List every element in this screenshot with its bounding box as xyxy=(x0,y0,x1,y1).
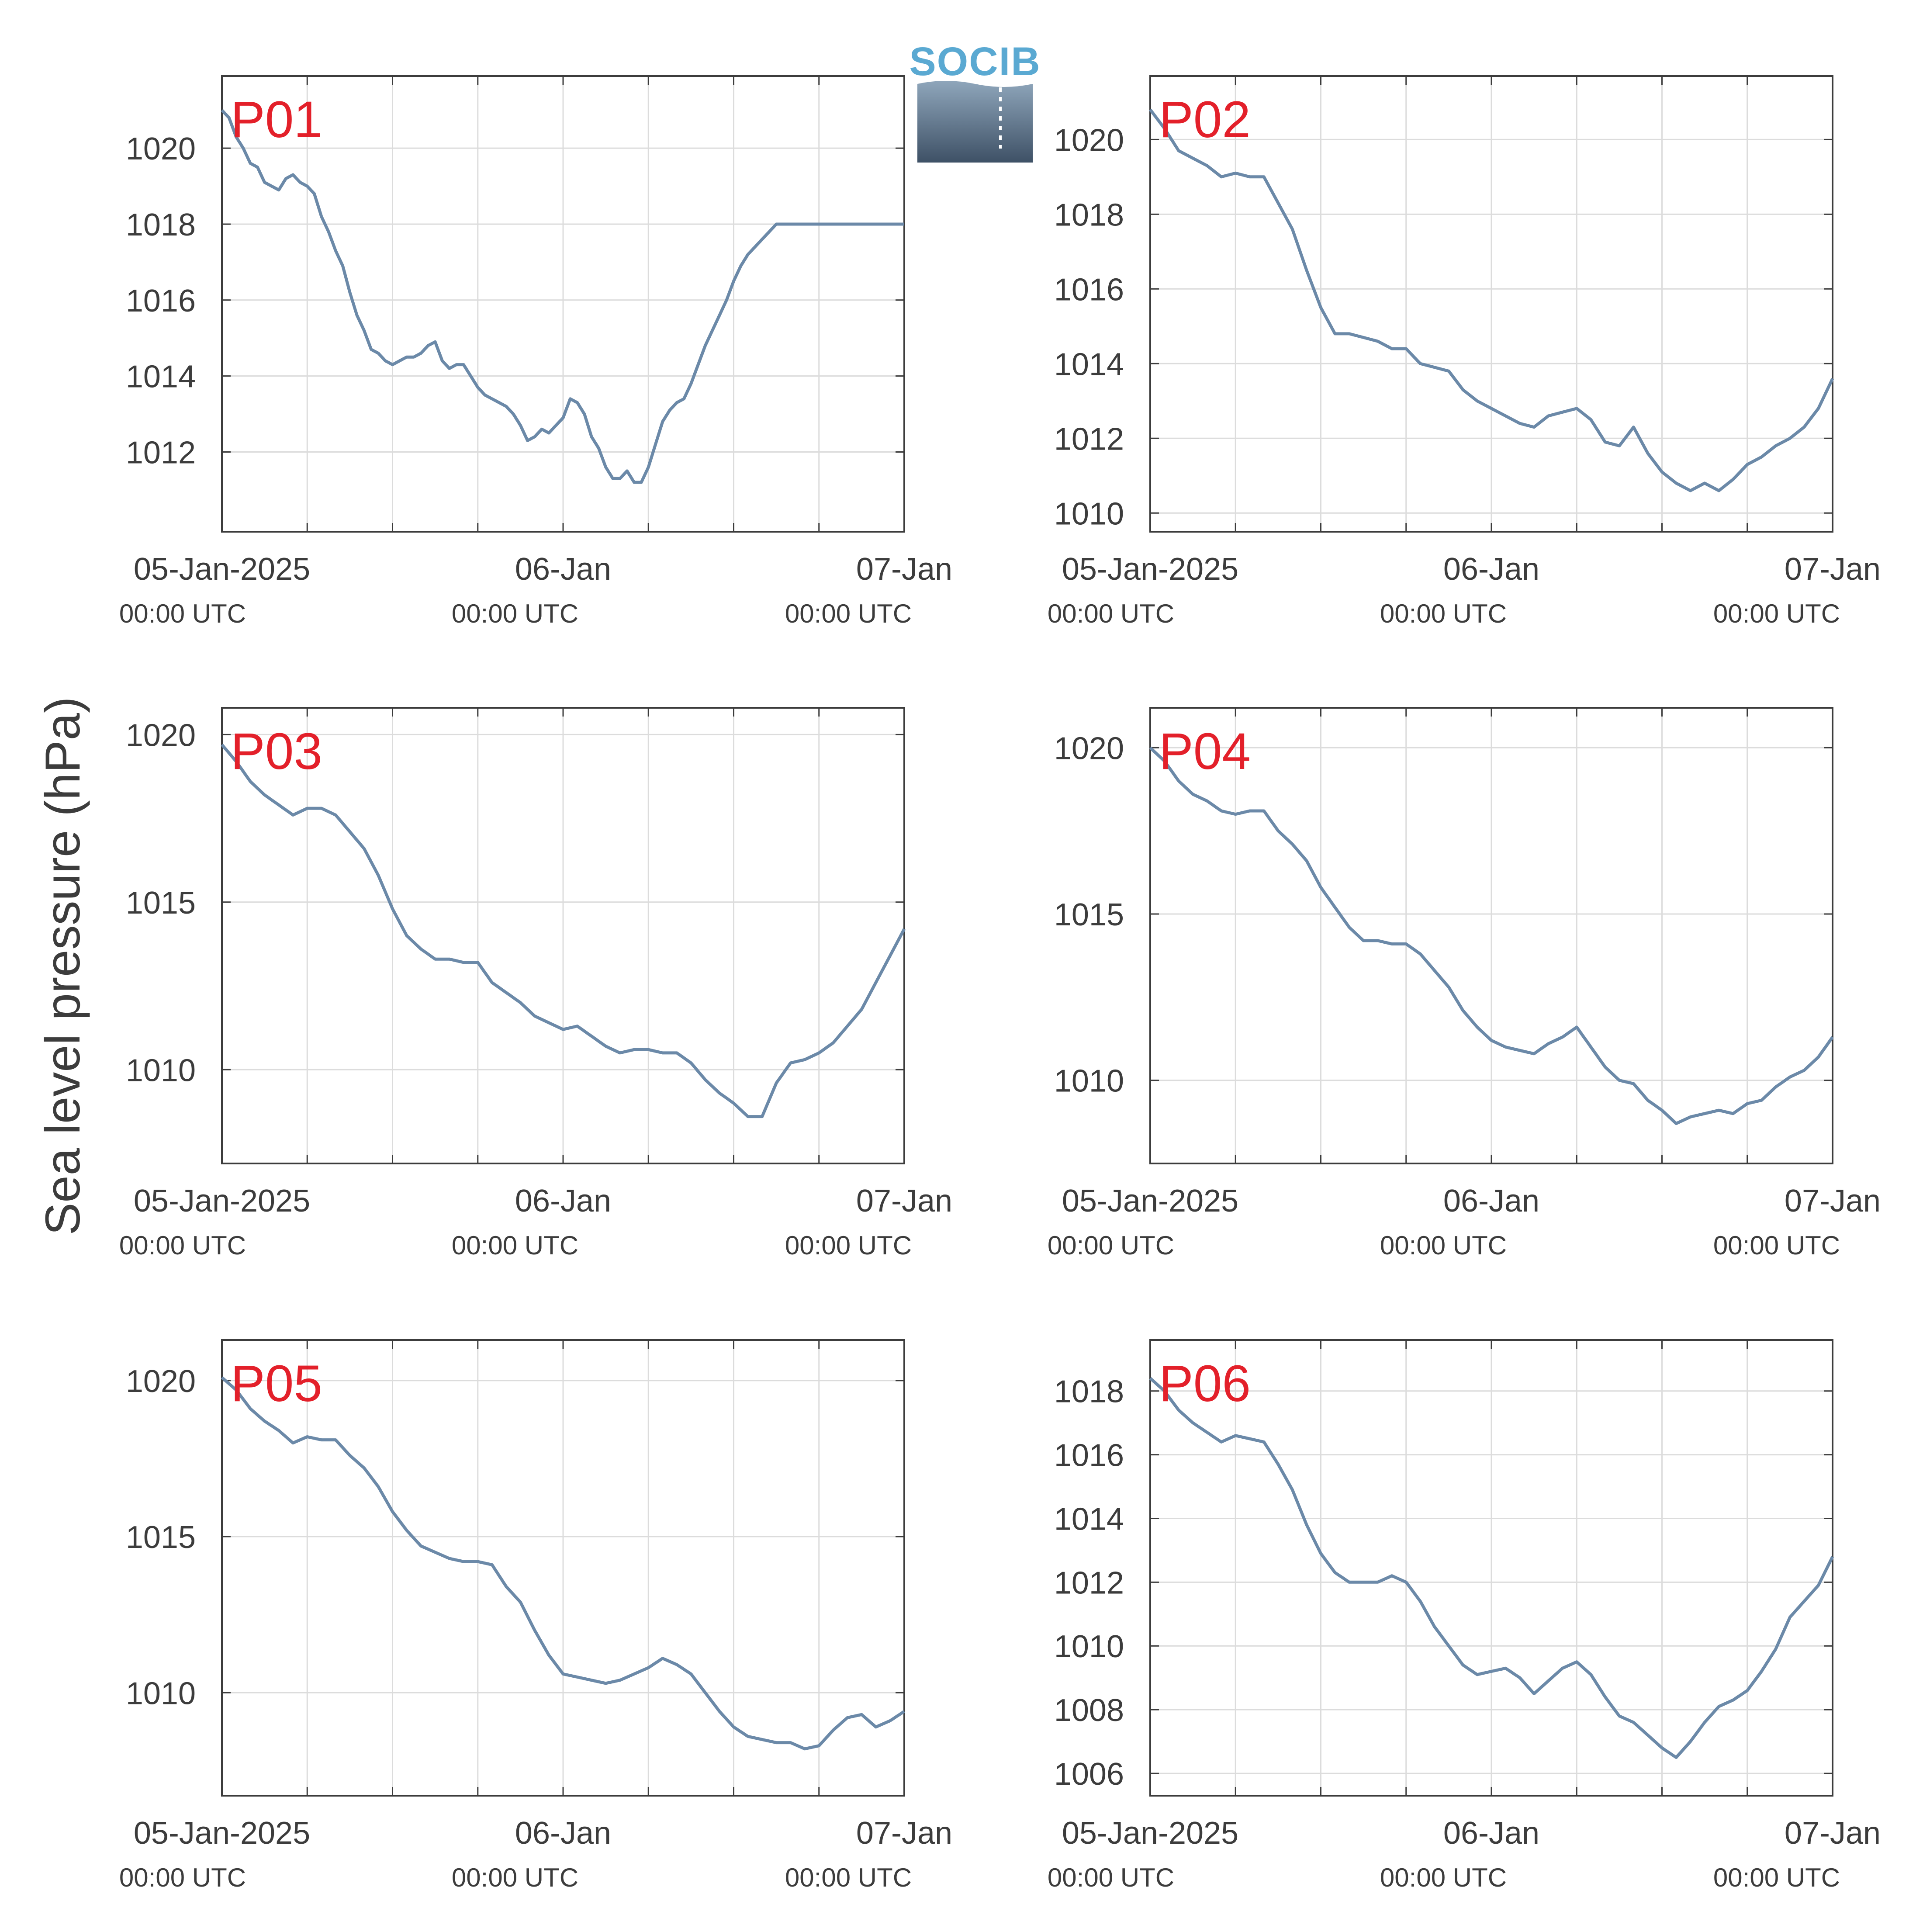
y-tick-label: 1015 xyxy=(126,886,196,921)
x-tick-sublabel: 00:00 UTC xyxy=(452,599,578,628)
x-tick-sublabel: 00:00 UTC xyxy=(785,1863,912,1892)
y-tick-label: 1006 xyxy=(1054,1757,1124,1792)
y-tick-label: 1008 xyxy=(1054,1693,1124,1728)
pressure-series-line xyxy=(1149,108,1834,492)
x-tick-sublabel: 00:00 UTC xyxy=(452,1863,578,1892)
y-tick-label: 1012 xyxy=(1054,1565,1124,1600)
x-tick-sublabel: 00:00 UTC xyxy=(1380,599,1507,628)
pressure-series-line xyxy=(221,1376,905,1751)
x-tick-sublabel: 00:00 UTC xyxy=(1048,1231,1174,1260)
x-tick-label: 05-Jan-2025 xyxy=(134,1184,310,1219)
y-tick-label: 1010 xyxy=(1054,496,1124,531)
y-tick-label: 1014 xyxy=(1054,1502,1124,1537)
y-tick-label: 1018 xyxy=(1054,197,1124,232)
y-tick-label: 1014 xyxy=(126,360,196,395)
x-tick-label: 05-Jan-2025 xyxy=(1062,1184,1238,1219)
y-tick-label: 1014 xyxy=(1054,347,1124,382)
x-tick-sublabel: 00:00 UTC xyxy=(1048,1863,1174,1892)
x-tick-label: 05-Jan-2025 xyxy=(134,552,310,587)
y-tick-label: 1010 xyxy=(126,1676,196,1711)
x-tick-sublabel: 00:00 UTC xyxy=(1380,1863,1507,1892)
chart-panel-6: 1006 1008 1010 1012 1014 1016 1018 05-Jan-2025 0… xyxy=(1048,1339,1881,1892)
pressure-series-line xyxy=(1149,746,1834,1125)
axes-frame xyxy=(1149,1339,1833,1797)
y-tick-label: 1015 xyxy=(126,1520,196,1555)
axes-frame xyxy=(1149,75,1833,533)
station-label: P03 xyxy=(231,723,322,780)
chart-panel-2: 1010 1012 1014 1016 1018 1020 05-Jan-2025 00:00… xyxy=(1048,75,1881,628)
axes-frame xyxy=(221,707,905,1164)
station-label: P01 xyxy=(231,91,322,149)
y-tick-label: 1016 xyxy=(126,284,196,319)
x-tick-label: 07-Jan xyxy=(1785,1816,1881,1851)
y-tick-label: 1012 xyxy=(1054,422,1124,457)
y-tick-label: 1020 xyxy=(1054,123,1124,158)
x-tick-label: 06-Jan xyxy=(1443,552,1539,587)
x-tick-label: 06-Jan xyxy=(1443,1184,1539,1219)
x-tick-sublabel: 00:00 UTC xyxy=(119,599,246,628)
chart-panel-4: 1010 1015 1020 05-Jan-2025 00:00 UTC 06-Jan 00… xyxy=(1048,707,1881,1260)
pressure-series-line xyxy=(221,109,904,484)
x-tick-sublabel: 00:00 UTC xyxy=(1048,599,1174,628)
y-tick-label: 1010 xyxy=(1054,1064,1124,1099)
x-tick-label: 05-Jan-2025 xyxy=(1062,552,1238,587)
chart-panel-1: 1012 1014 1016 1018 1020 05-Jan-2025 00:00 UTC… xyxy=(119,75,952,628)
x-tick-sublabel: 00:00 UTC xyxy=(785,599,912,628)
y-tick-label: 1018 xyxy=(1054,1375,1124,1409)
pressure-series-line xyxy=(1149,1377,1834,1759)
x-tick-sublabel: 00:00 UTC xyxy=(119,1231,246,1260)
y-tick-label: 1010 xyxy=(126,1053,196,1088)
y-tick-label: 1020 xyxy=(126,132,196,166)
y-tick-label: 1020 xyxy=(126,718,196,753)
y-tick-label: 1010 xyxy=(1054,1629,1124,1664)
x-tick-label: 05-Jan-2025 xyxy=(134,1816,310,1851)
chart-panel-3: 1010 1015 1020 05-Jan-2025 00:00 UTC 06-Jan 00… xyxy=(119,707,952,1260)
station-label: P06 xyxy=(1159,1355,1251,1413)
x-tick-label: 06-Jan xyxy=(1443,1816,1539,1851)
y-tick-label: 1020 xyxy=(1054,731,1124,766)
x-tick-sublabel: 00:00 UTC xyxy=(1713,1863,1840,1892)
y-axis-label: Sea level pressure (hPa) xyxy=(35,697,90,1236)
pressure-series-line xyxy=(221,744,906,1118)
station-label: P04 xyxy=(1159,723,1251,780)
socib-logo: SOCIB xyxy=(909,39,1041,163)
axes-frame xyxy=(221,75,905,533)
y-tick-label: 1020 xyxy=(126,1364,196,1399)
x-tick-label: 06-Jan xyxy=(515,552,611,587)
x-tick-label: 07-Jan xyxy=(1785,552,1881,587)
station-label: P02 xyxy=(1159,91,1251,149)
x-tick-label: 07-Jan xyxy=(1785,1184,1881,1219)
x-tick-sublabel: 00:00 UTC xyxy=(1713,599,1840,628)
y-tick-label: 1016 xyxy=(1054,1438,1124,1473)
station-label: P05 xyxy=(231,1355,322,1413)
axes-frame xyxy=(1149,707,1833,1164)
x-tick-label: 06-Jan xyxy=(515,1184,611,1219)
y-tick-label: 1015 xyxy=(1054,897,1124,932)
x-tick-label: 05-Jan-2025 xyxy=(1062,1816,1238,1851)
x-tick-sublabel: 00:00 UTC xyxy=(785,1231,912,1260)
y-tick-label: 1016 xyxy=(1054,272,1124,307)
x-tick-label: 07-Jan xyxy=(856,1816,952,1851)
y-tick-label: 1018 xyxy=(126,208,196,242)
x-tick-label: 07-Jan xyxy=(856,552,952,587)
axes-frame xyxy=(221,1339,905,1797)
x-tick-sublabel: 00:00 UTC xyxy=(1380,1231,1507,1260)
x-tick-sublabel: 00:00 UTC xyxy=(1713,1231,1840,1260)
y-tick-label: 1012 xyxy=(126,435,196,470)
x-tick-label: 06-Jan xyxy=(515,1816,611,1851)
x-tick-sublabel: 00:00 UTC xyxy=(119,1863,246,1892)
x-tick-sublabel: 00:00 UTC xyxy=(452,1231,578,1260)
x-tick-label: 07-Jan xyxy=(856,1184,952,1219)
logo-text: SOCIB xyxy=(909,39,1041,84)
chart-panel-5: 1010 1015 1020 05-Jan-2025 00:00 UTC 06-Jan 00… xyxy=(119,1339,952,1892)
